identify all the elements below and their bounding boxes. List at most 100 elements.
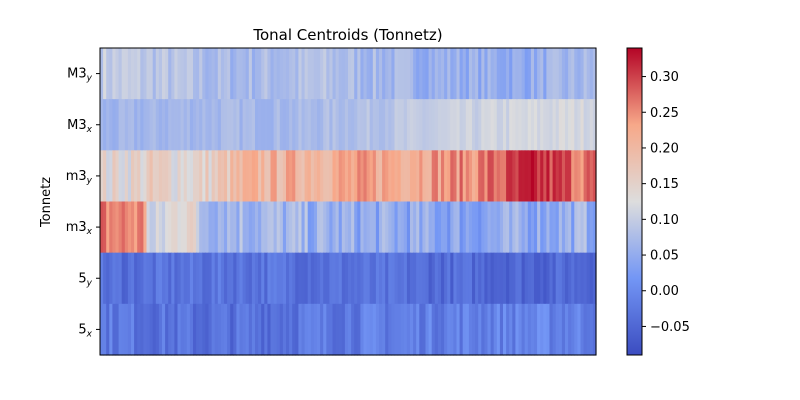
- heatmap-cell: [527, 150, 532, 203]
- heatmap-cell: [589, 201, 594, 254]
- heatmap-cell: [518, 150, 523, 203]
- heatmap-cell: [583, 150, 588, 203]
- heatmap-cells: [100, 48, 597, 356]
- heatmap-cell: [242, 252, 247, 305]
- heatmap-cell: [592, 99, 597, 151]
- colorbar-tick-label: 0.30: [650, 70, 679, 85]
- heatmap-cell: [307, 201, 312, 254]
- heatmap-cell: [149, 99, 154, 151]
- heatmap-cell: [335, 252, 340, 305]
- heatmap-cell: [174, 201, 179, 254]
- heatmap-cell: [199, 201, 203, 254]
- heatmap-cell: [323, 99, 327, 151]
- heatmap-cell: [493, 201, 498, 254]
- heatmap-cell: [400, 252, 405, 305]
- heatmap-cell: [193, 303, 197, 356]
- heatmap-cell: [193, 48, 197, 100]
- heatmap-cell: [450, 201, 454, 254]
- heatmap-cell: [189, 303, 194, 356]
- heatmap-cell: [379, 201, 383, 254]
- heatmap-cell: [289, 252, 293, 305]
- heatmap-cell: [416, 303, 420, 356]
- heatmap-cell: [261, 48, 265, 100]
- heatmap-cell: [552, 201, 557, 254]
- heatmap-cell: [239, 252, 244, 305]
- heatmap-cell: [202, 150, 206, 203]
- heatmap-cell: [134, 99, 138, 151]
- heatmap-cell: [537, 99, 541, 151]
- heatmap-cell: [375, 201, 380, 254]
- heatmap-cell: [118, 48, 123, 100]
- heatmap-cell: [279, 303, 284, 356]
- y-tick-label: 5y: [78, 271, 92, 288]
- heatmap-cell: [152, 201, 157, 254]
- heatmap-cell: [313, 303, 318, 356]
- heatmap-cell: [304, 252, 309, 305]
- heatmap-cell: [382, 99, 386, 151]
- heatmap-cell: [171, 303, 175, 356]
- heatmap-cell: [158, 150, 163, 203]
- heatmap-cell: [183, 201, 188, 254]
- heatmap-cell: [406, 252, 411, 305]
- heatmap-cell: [357, 48, 361, 100]
- heatmap-cell: [431, 99, 436, 151]
- heatmap-cell: [174, 48, 179, 100]
- heatmap-cell: [549, 99, 554, 151]
- heatmap-cell: [196, 252, 200, 305]
- heatmap-cell: [441, 303, 445, 356]
- heatmap-cell: [565, 252, 569, 305]
- heatmap-cell: [360, 303, 365, 356]
- heatmap-cell: [351, 48, 355, 100]
- heatmap-cell: [310, 48, 315, 100]
- heatmap-cell: [180, 99, 185, 151]
- heatmap-cell: [546, 303, 551, 356]
- heatmap-cell: [515, 99, 520, 151]
- heatmap-cell: [379, 48, 383, 100]
- heatmap-cell: [233, 99, 237, 151]
- heatmap-cell: [515, 48, 520, 100]
- heatmap-cell: [261, 150, 265, 203]
- heatmap-cell: [183, 48, 188, 100]
- heatmap-cell: [270, 201, 275, 254]
- heatmap-cell: [220, 252, 225, 305]
- heatmap-cell: [540, 303, 544, 356]
- heatmap-cell: [239, 303, 244, 356]
- heatmap-cell: [413, 303, 417, 356]
- heatmap-cell: [456, 252, 461, 305]
- heatmap-cell: [242, 150, 247, 203]
- heatmap-cell: [205, 99, 210, 151]
- heatmap-cell: [515, 201, 520, 254]
- heatmap-cell: [351, 201, 355, 254]
- heatmap-cell: [453, 252, 458, 305]
- heatmap-cell: [351, 303, 355, 356]
- heatmap-cell: [537, 150, 541, 203]
- heatmap-cell: [146, 201, 151, 254]
- heatmap-cell: [127, 150, 132, 203]
- heatmap-cell: [493, 99, 498, 151]
- heatmap-cell: [589, 252, 594, 305]
- heatmap-cell: [422, 99, 427, 151]
- heatmap-cell: [255, 48, 259, 100]
- heatmap-cell: [248, 99, 253, 151]
- heatmap-cell: [335, 303, 340, 356]
- heatmap-cell: [270, 252, 275, 305]
- heatmap-cell: [168, 48, 172, 100]
- heatmap-cell: [369, 99, 374, 151]
- heatmap-cell: [217, 150, 222, 203]
- heatmap-cell: [530, 99, 535, 151]
- heatmap-cell: [462, 150, 467, 203]
- heatmap-cell: [301, 150, 306, 203]
- heatmap-cell: [372, 201, 377, 254]
- heatmap-cell: [304, 303, 309, 356]
- heatmap-cell: [109, 150, 113, 203]
- heatmap-cell: [543, 303, 547, 356]
- heatmap-cell: [487, 252, 492, 305]
- heatmap-cell: [574, 303, 578, 356]
- heatmap-cell: [410, 303, 414, 356]
- heatmap-cell: [397, 201, 402, 254]
- heatmap-cell: [149, 201, 154, 254]
- heatmap-cell: [255, 252, 259, 305]
- heatmap-cell: [341, 252, 346, 305]
- heatmap-cell: [227, 48, 231, 100]
- heatmap-cell: [211, 48, 216, 100]
